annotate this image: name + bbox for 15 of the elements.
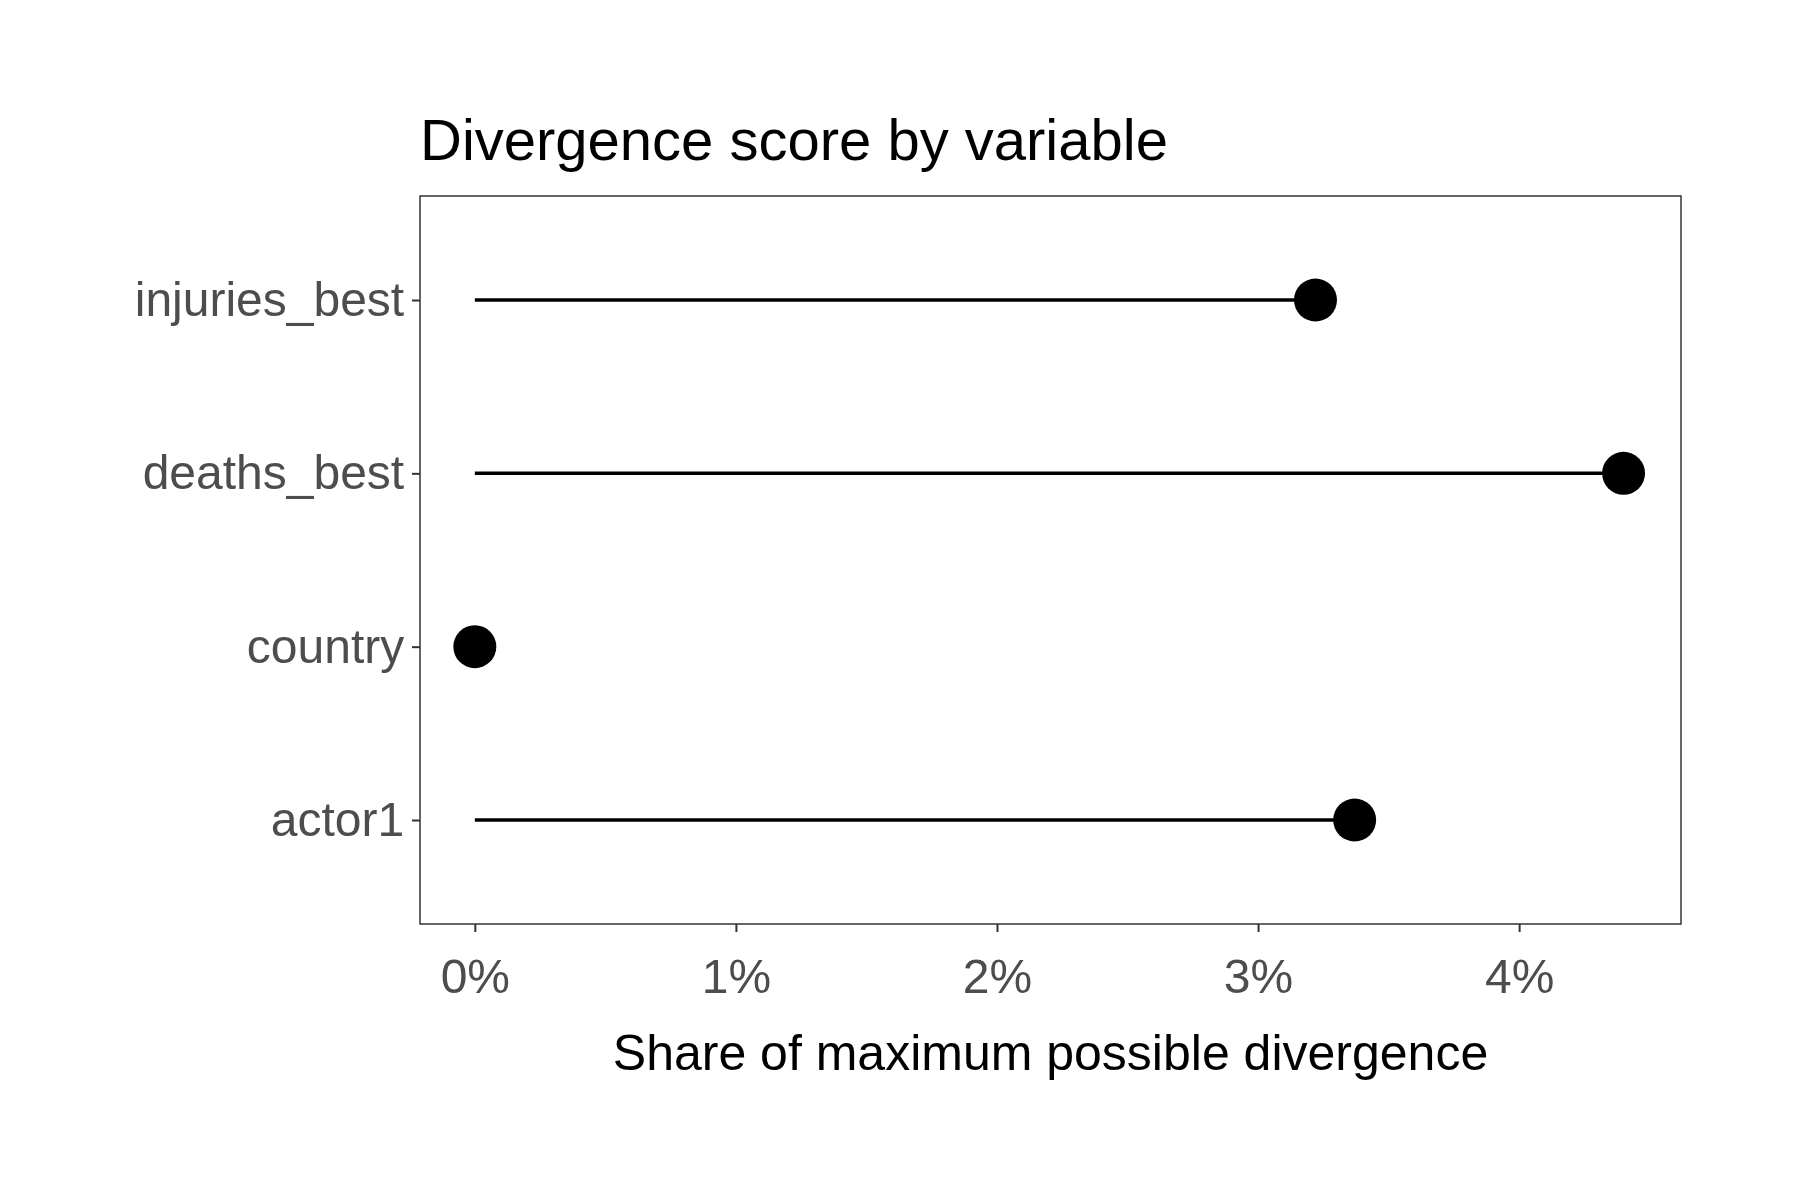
y-tick-label: deaths_best [142, 446, 405, 500]
y-tick-label: injuries_best [134, 272, 405, 326]
x-tick-label: 4% [1484, 949, 1555, 1003]
y-tick-label: country [246, 619, 405, 673]
point [1602, 451, 1646, 495]
chart-title: Divergence score by variable [420, 107, 1168, 172]
y-tick-label: actor1 [270, 792, 405, 846]
point [1333, 798, 1377, 842]
x-axis-title: Share of maximum possible divergence [612, 1025, 1489, 1081]
point [453, 625, 497, 669]
point [1294, 278, 1337, 322]
x-tick-label: 0% [440, 949, 511, 1003]
x-tick-label: 3% [1223, 949, 1294, 1003]
x-tick-label: 1% [701, 949, 772, 1003]
x-tick-label: 2% [962, 949, 1033, 1003]
